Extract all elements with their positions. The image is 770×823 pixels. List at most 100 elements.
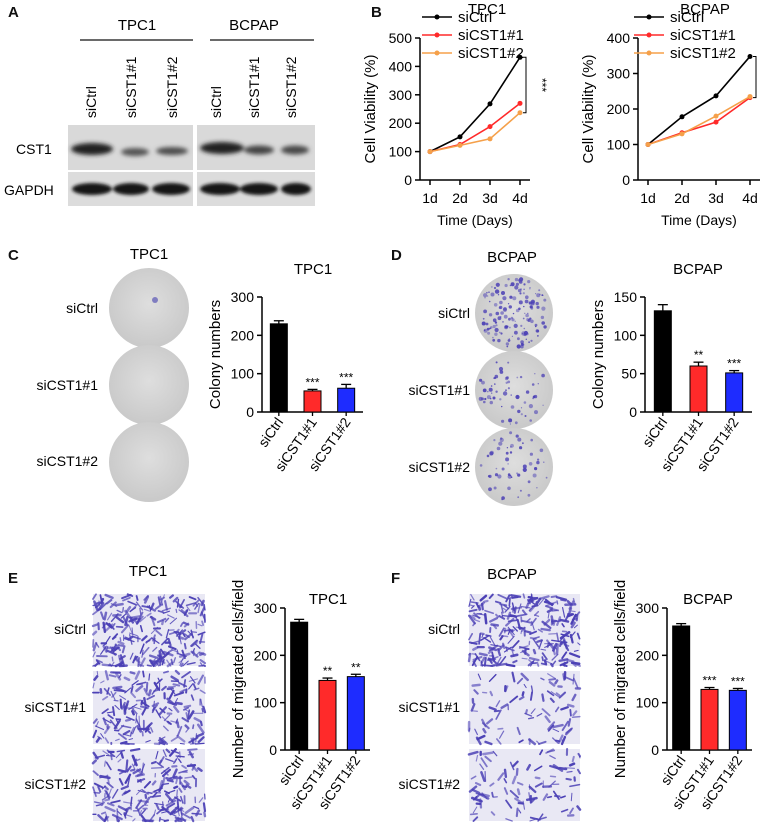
migrated-cell bbox=[524, 630, 532, 634]
migrated-cell bbox=[536, 639, 543, 643]
colony-spot bbox=[497, 294, 500, 296]
significance-label: *** bbox=[339, 370, 353, 384]
colony-spots-sicst1-2 bbox=[479, 431, 548, 501]
migrated-cell bbox=[163, 670, 169, 674]
migrated-cell bbox=[172, 596, 179, 603]
migrated-cell bbox=[136, 789, 142, 796]
colony-spot bbox=[514, 320, 516, 322]
migrated-cell bbox=[505, 617, 515, 627]
colony-spot bbox=[519, 489, 522, 492]
chart-title: TPC1 bbox=[309, 591, 347, 608]
migrated-cell bbox=[130, 731, 132, 737]
bar bbox=[653, 310, 672, 413]
migrated-cell bbox=[102, 695, 109, 701]
colony-spot bbox=[486, 291, 488, 294]
migrated-cell bbox=[97, 814, 106, 822]
band bbox=[240, 183, 278, 195]
migrated-cell bbox=[149, 615, 157, 621]
migrated-cell bbox=[478, 604, 482, 611]
migrated-cell bbox=[173, 657, 177, 664]
x-tick-label: 4d bbox=[742, 190, 758, 206]
migrated-cell bbox=[92, 751, 99, 760]
migrated-cell bbox=[508, 597, 511, 607]
migrated-cell bbox=[180, 816, 186, 822]
migrated-cell bbox=[165, 629, 170, 639]
significance-label: *** bbox=[535, 78, 549, 92]
migrated-cell bbox=[158, 739, 167, 744]
migrated-cell bbox=[180, 795, 184, 804]
migrated-cell bbox=[559, 630, 571, 640]
x-axis-label: Time (Days) bbox=[437, 212, 513, 228]
migrated-cell bbox=[532, 648, 537, 655]
y-tick-label: 200 bbox=[389, 115, 413, 131]
migrated-cell bbox=[197, 767, 203, 772]
migrated-cell bbox=[173, 705, 180, 713]
migrated-cell bbox=[178, 652, 191, 658]
migrated-cell bbox=[182, 706, 190, 711]
migrated-cell bbox=[488, 593, 494, 599]
colony-spot bbox=[543, 461, 545, 463]
migrated-cell bbox=[145, 637, 153, 644]
colony-spot bbox=[488, 291, 490, 294]
migrated-cell bbox=[93, 782, 104, 789]
migrated-cell bbox=[186, 661, 196, 666]
migrated-cell bbox=[114, 704, 120, 711]
colony-spot bbox=[502, 321, 504, 323]
migrated-cell bbox=[190, 639, 199, 647]
data-point bbox=[713, 119, 719, 125]
colony-spot bbox=[483, 329, 486, 332]
data-point bbox=[457, 142, 463, 148]
colony-spot bbox=[499, 300, 503, 305]
colony-spot bbox=[541, 306, 546, 311]
colony-spot bbox=[522, 333, 524, 335]
migrated-cell bbox=[112, 613, 122, 617]
migrated-cell bbox=[548, 642, 557, 650]
migrated-cell bbox=[154, 661, 160, 667]
migrated-cell bbox=[159, 756, 165, 764]
legend-marker bbox=[646, 14, 652, 20]
migrated-cell bbox=[545, 601, 557, 607]
migrated-cell bbox=[507, 635, 515, 644]
colony-spot bbox=[512, 312, 515, 315]
migrated-cell bbox=[483, 599, 489, 603]
colony-spot bbox=[515, 282, 520, 286]
migrated-cell bbox=[161, 716, 170, 725]
y-tick-label: 100 bbox=[389, 144, 413, 160]
migrated-cell bbox=[187, 710, 195, 720]
migrated-cell bbox=[150, 767, 163, 769]
migrated-cell bbox=[103, 725, 111, 735]
colony-spot bbox=[520, 407, 523, 409]
y-tick-label: 0 bbox=[404, 172, 412, 188]
migrated-cell bbox=[137, 778, 142, 783]
migrated-cell bbox=[159, 707, 166, 714]
colony-spot bbox=[493, 377, 495, 379]
colony-spot bbox=[537, 383, 539, 385]
migrated-cell bbox=[506, 611, 512, 620]
migrated-cell bbox=[175, 755, 185, 758]
colony-spot bbox=[530, 438, 533, 442]
migrated-cell bbox=[468, 608, 478, 613]
colony-spot bbox=[488, 300, 491, 303]
colony-spot bbox=[509, 474, 512, 477]
colony-spot bbox=[523, 305, 525, 308]
migrated-cell bbox=[183, 779, 190, 786]
migrated-cell bbox=[130, 691, 136, 699]
significance-bracket bbox=[753, 55, 757, 99]
migrated-cell bbox=[570, 610, 576, 613]
migrated-cell bbox=[541, 656, 544, 662]
migrated-cell bbox=[92, 651, 96, 658]
migrated-cell bbox=[497, 644, 505, 651]
colony-spot bbox=[514, 277, 519, 282]
migrated-cell bbox=[120, 701, 126, 710]
colony-spot bbox=[522, 467, 527, 472]
migrated-cell bbox=[485, 634, 492, 637]
migrated-cell bbox=[177, 758, 182, 764]
y-tick-label: 300 bbox=[636, 600, 660, 616]
panel-letter-e: E bbox=[8, 570, 19, 587]
migrated-cell bbox=[540, 648, 547, 651]
panel-letter-d: D bbox=[391, 247, 402, 264]
migrated-cell bbox=[157, 677, 161, 683]
band bbox=[72, 183, 112, 195]
migrated-cell bbox=[177, 629, 183, 636]
title-d-images: BCPAP bbox=[487, 249, 537, 266]
